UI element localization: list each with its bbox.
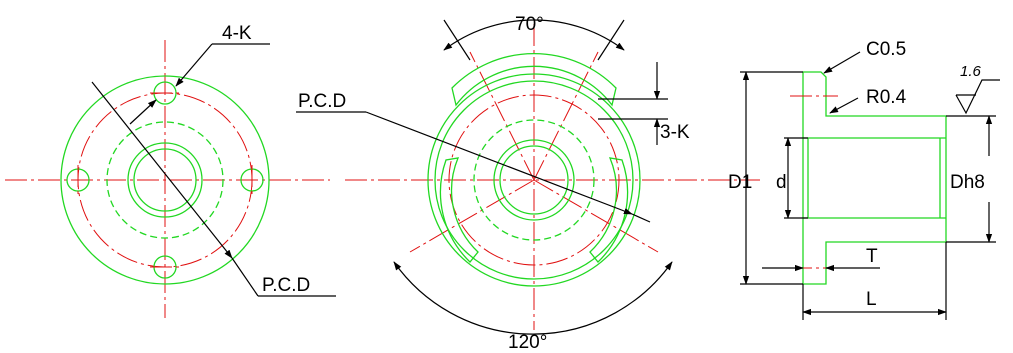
middle-slots-label: 3-K	[660, 122, 690, 143]
front-dimensions: P.C.D 4-K	[91, 23, 336, 297]
middle-angle-top-label: 70°	[515, 14, 544, 35]
side-dimensions: D1 d Dh8 L T C0.5 R0.4 1.6	[728, 39, 1000, 320]
middle-slot-top	[451, 53, 617, 107]
side-d1-label: D1	[728, 172, 752, 193]
front-holes-label: 4-K	[222, 23, 252, 44]
middle-slot-left	[439, 157, 479, 263]
side-chamfer-leader	[823, 51, 861, 74]
side-roughness-symbol	[955, 79, 1000, 115]
middle-angle-bottom-label: 120°	[508, 332, 547, 353]
front-pcd-leader-tail	[231, 257, 259, 297]
front-hole-leader	[175, 43, 213, 87]
front-outer-circle	[60, 75, 270, 285]
middle-radial-line	[533, 179, 659, 253]
side-chamfer-label: C0.5	[866, 39, 906, 60]
front-pcd-label: P.C.D	[262, 275, 310, 296]
middle-outer-circle	[427, 73, 641, 287]
side-radius-label: R0.4	[866, 87, 907, 108]
side-t-label: T	[866, 246, 878, 267]
middle-angle-extension	[597, 19, 625, 61]
middle-pcd-leader	[365, 111, 633, 215]
middle-radial-line	[409, 179, 535, 253]
middle-bore-circle	[499, 145, 569, 215]
middle-radial-line	[533, 51, 599, 181]
side-d-label: d	[776, 172, 787, 193]
middle-angle-extension	[443, 19, 471, 61]
middle-angle-bottom-arc	[393, 261, 673, 335]
middle-angle-top-arc	[443, 19, 625, 51]
side-outer-profile	[802, 71, 947, 285]
middle-radial-line	[469, 51, 535, 181]
middle-pcd-label: P.C.D	[298, 91, 346, 112]
front-hole-arrow	[129, 99, 157, 125]
front-hub-outer-circle	[127, 142, 203, 218]
front-view-flange	[5, 40, 330, 318]
side-dh8-label: Dh8	[950, 172, 985, 193]
middle-dimensions: 70° 120° P.C.D 3-K	[296, 14, 690, 353]
middle-view-flange	[345, 24, 760, 330]
middle-pcd-leader-tail	[631, 213, 651, 223]
middle-outer-inner-circle	[434, 80, 634, 280]
front-pcd-leader	[91, 81, 233, 259]
middle-hidden-circle	[473, 119, 595, 241]
front-bore-circle	[133, 148, 197, 212]
middle-hub-circle	[493, 139, 575, 221]
side-roughness-label: 1.6	[960, 63, 982, 80]
side-l-label: L	[866, 289, 877, 310]
side-radius-leader	[829, 97, 859, 114]
front-hidden-circle	[106, 121, 224, 239]
